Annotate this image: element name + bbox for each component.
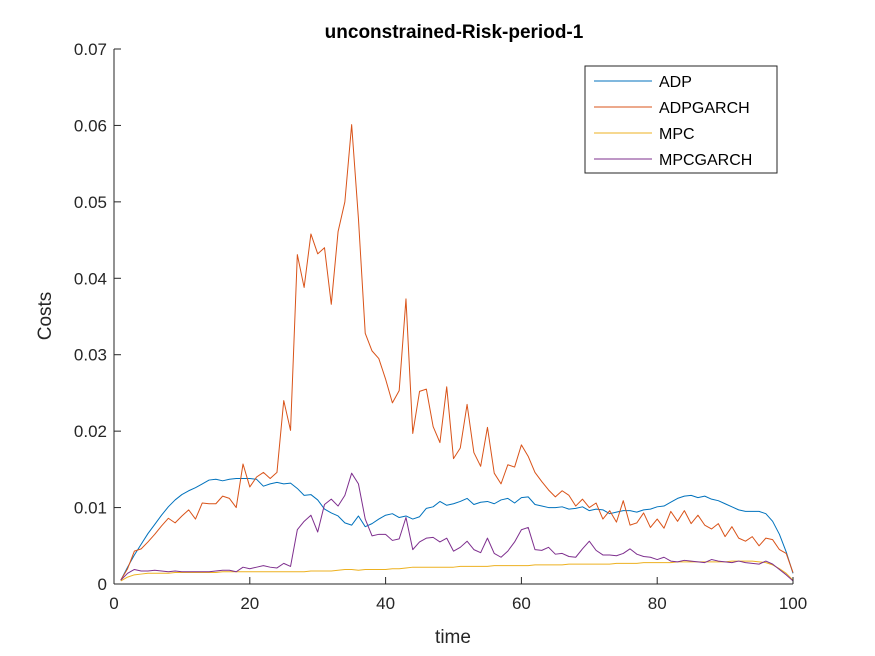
x-tick-label: 80: [648, 594, 667, 613]
legend-box: [584, 65, 778, 174]
x-tick-label: 0: [109, 594, 118, 613]
series-line-mpcgarch: [120, 472, 794, 582]
legend-label-mpc: MPC: [659, 126, 695, 143]
y-tick-label: 0.04: [74, 269, 107, 288]
legend-label-mpcgarch: MPCGARCH: [659, 152, 752, 169]
x-tick-label: 40: [376, 594, 395, 613]
y-tick-label: 0.07: [74, 40, 107, 59]
y-tick-label: 0.01: [74, 499, 107, 518]
y-tick-label: 0.05: [74, 193, 107, 212]
y-tick-label: 0.02: [74, 422, 107, 441]
y-tick-label: 0: [98, 575, 107, 594]
y-tick-label: 0.06: [74, 116, 107, 135]
legend-items: ADP ADPGARCH MPC MPCGARCH: [594, 74, 752, 169]
series-layer: [120, 124, 794, 582]
x-axis-label: time: [435, 627, 471, 648]
y-ticks: 0 0.01 0.02 0.03 0.04 0.05 0.06 0.07: [74, 40, 121, 594]
legend: ADP ADPGARCH MPC MPCGARCH: [584, 65, 778, 174]
x-tick-label: 60: [512, 594, 531, 613]
y-tick-label: 0.03: [74, 346, 107, 365]
x-tick-label: 100: [779, 594, 807, 613]
series-line-mpc: [120, 560, 794, 582]
x-tick-label: 20: [240, 594, 259, 613]
series-line-adpgarch: [120, 124, 794, 581]
legend-label-adpgarch: ADPGARCH: [659, 100, 750, 117]
series-line-adp: [120, 478, 794, 581]
axes: [113, 49, 793, 585]
legend-label-adp: ADP: [659, 74, 692, 91]
x-ticks: 0 20 40 60 80 100: [109, 577, 807, 613]
y-axis-label: Costs: [35, 292, 56, 341]
chart-title: unconstrained-Risk-period-1: [325, 22, 584, 43]
